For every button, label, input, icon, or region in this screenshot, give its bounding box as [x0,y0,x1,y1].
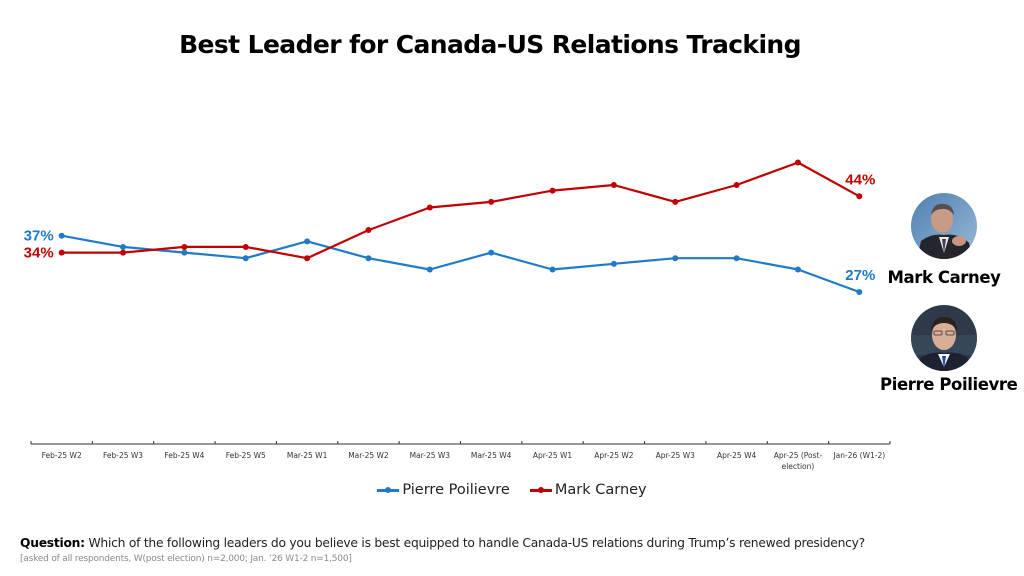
series-pierre-poilievre [58,232,863,295]
data-point [549,187,556,194]
data-point [610,182,617,189]
data-label: 34% [24,245,54,262]
data-point [733,182,740,189]
person-poilievre: Pierre Poilievre [880,305,1018,394]
data-point [365,255,372,262]
legend: Pierre Poilievre Mark Carney [0,482,1024,498]
data-point [794,266,801,273]
data-point [794,159,801,166]
x-tick-label: Feb-25 W4 [164,451,204,460]
data-label: 27% [845,267,875,284]
x-tick-label: Feb-25 W3 [103,451,143,460]
data-point [426,266,433,273]
data-point [672,255,679,262]
legend-label-carney: Mark Carney [554,482,647,498]
x-tick-label: Apr-25 W2 [594,451,634,460]
question-text: Which of the following leaders do you be… [84,536,866,550]
data-point [242,243,249,250]
data-point [242,255,249,262]
data-point [304,238,311,245]
x-tick-label: Apr-25 W4 [717,451,757,460]
x-tick-label: Jan-26 (W1-2) [832,451,885,460]
pierre-poilievre-photo [911,305,977,371]
person-carney: Mark Carney [880,193,1008,287]
x-tick-label: Mar-25 W3 [410,451,451,460]
person-name-carney: Mark Carney [887,268,1001,287]
series-layer [58,159,863,295]
x-tick-label: Apr-25 (Post-election) [774,451,823,471]
survey-question: Question: Which of the following leaders… [20,536,865,550]
data-point [365,227,372,234]
legend-label-poilievre: Pierre Poilievre [402,482,510,498]
mark-carney-photo [911,193,977,259]
data-point [488,249,495,256]
data-point [120,243,127,250]
data-point [426,204,433,211]
data-labels: 37% 27% 34% 44% [24,171,876,284]
data-point [120,249,127,256]
data-label: 37% [24,228,54,245]
data-point [58,249,65,256]
legend-item-carney: Mark Carney [529,482,647,498]
data-point [304,255,311,262]
legend-key-poilievre [377,485,400,495]
x-tick-label: Mar-25 W1 [287,451,328,460]
x-axis: Feb-25 W2 Feb-25 W3 Feb-25 W4 Feb-25 W5 Mar-… [30,441,891,471]
x-tick-label: Mar-25 W2 [348,451,389,460]
data-point [672,198,679,205]
x-tick-label: Mar-25 W4 [471,451,512,460]
data-point [856,193,863,200]
legend-key-carney [529,485,552,495]
sample-note: [asked of all respondents, W(post electi… [20,554,352,564]
data-point [733,255,740,262]
person-name-poilievre: Pierre Poilievre [880,375,1018,394]
data-point [58,232,65,239]
legend-item-poilievre: Pierre Poilievre [377,482,510,498]
series-mark-carney [58,159,863,262]
chart-title: Best Leader for Canada-US Relations Trac… [179,30,801,59]
x-tick-label: Apr-25 W1 [533,451,573,460]
question-label: Question: [20,536,85,550]
data-point [549,266,556,273]
x-tick-label: Feb-25 W2 [42,451,82,460]
series-line [61,234,860,294]
data-label: 44% [845,171,875,188]
data-point [488,198,495,205]
series-line [61,161,860,260]
data-point [181,243,188,250]
data-point [610,260,617,267]
x-tick-label: Apr-25 W3 [656,451,696,460]
x-tick-label: Feb-25 W5 [226,451,266,460]
data-point [181,249,188,256]
data-point [856,288,863,295]
